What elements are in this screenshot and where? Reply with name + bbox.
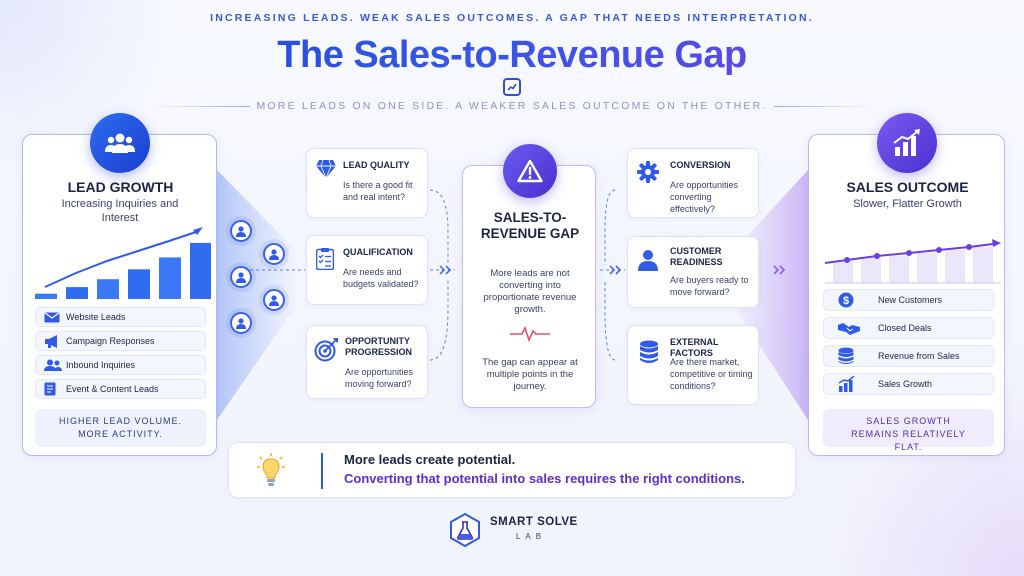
target-icon: [314, 338, 338, 367]
card-title: CONVERSION: [670, 160, 731, 170]
source-website-leads: Website Leads: [35, 307, 206, 327]
outcome-label: Closed Deals: [878, 323, 932, 333]
opportunity-progression-card: OPPORTUNITY PROGRESSION Are opportunitie…: [306, 325, 428, 399]
handshake-icon: [838, 321, 878, 335]
lead-growth-panel: LEAD GROWTH Increasing Inquiries and Int…: [22, 113, 217, 456]
document-icon: [44, 382, 66, 396]
source-label: Inbound Inquiries: [66, 360, 136, 370]
source-label: Event & Content Leads: [66, 384, 159, 394]
outcome-sales-growth: Sales Growth: [823, 373, 994, 395]
card-text: Are needs and budgets validated?: [343, 267, 419, 289]
gear-icon: [637, 161, 659, 188]
card-title: LEAD QUALITY: [343, 160, 410, 170]
checklist-icon: [315, 248, 335, 275]
dollar-icon: $: [838, 292, 878, 308]
mail-icon: [44, 312, 66, 323]
card-text: Are there market, competitive or timing …: [670, 357, 753, 391]
users-icon: [90, 113, 150, 173]
card-title: QUALIFICATION: [343, 247, 413, 257]
tagline: INCREASING LEADS. WEAK SALES OUTCOMES. A…: [210, 12, 814, 24]
diamond-icon: [315, 159, 337, 184]
source-event-content-leads: Event & Content Leads: [35, 379, 206, 399]
lead-bar: [66, 287, 88, 299]
lead-quality-card: LEAD QUALITY Is there a good fit and rea…: [306, 148, 428, 218]
lead-avatar: [263, 289, 285, 311]
gap-text-2: The gap can appear at multiple points in…: [482, 357, 578, 392]
lead-bar: [159, 257, 181, 299]
card-text: Are opportunities moving forward?: [345, 367, 414, 389]
card-text: Are buyers ready to move forward?: [670, 275, 749, 297]
lead-bar: [97, 279, 119, 299]
gap-title: SALES-TO-REVENUE GAP: [480, 210, 580, 241]
card-text: Is there a good fit and real intent?: [343, 180, 413, 202]
subtitle-line-left: [150, 106, 250, 107]
warning-icon: [503, 144, 557, 198]
page-title: The Sales-to-Revenue Gap: [0, 34, 1024, 77]
brand-sub: LAB: [515, 532, 547, 541]
card-title: OPPORTUNITY PROGRESSION: [345, 336, 413, 357]
brand-name: SMART SOLVE: [490, 516, 578, 528]
lead-bar: [35, 293, 57, 299]
lead-growth-bar-chart: [35, 227, 211, 299]
source-campaign-responses: Campaign Responses: [35, 331, 206, 351]
source-inbound-inquiries: Inbound Inquiries: [35, 355, 206, 375]
insight-line-2: Converting that potential into sales req…: [344, 471, 745, 486]
pulse-icon: [510, 326, 550, 342]
lead-source-list: Website Leads Campaign Responses Inbound…: [35, 307, 206, 399]
sales-outcome-description: Slower, Flatter Growth: [853, 198, 962, 210]
key-insight-box: More leads create potential. Converting …: [228, 442, 796, 498]
sales-revenue-gap-card: SALES-TO-REVENUE GAP More leads are not …: [462, 144, 596, 408]
lead-growth-footer: HIGHER LEAD VOLUME. MORE ACTIVITY.: [35, 409, 206, 447]
lead-bar: [190, 242, 211, 299]
subtitle: MORE LEADS ON ONE SIDE. A WEAKER SALES O…: [256, 100, 768, 112]
lead-avatar: [230, 266, 252, 288]
growth-chart-icon: [838, 376, 878, 392]
flask-icon: [448, 512, 482, 548]
outcome-closed-deals: Closed Deals: [823, 317, 994, 339]
sales-outcome-footer: SALES GROWTH REMAINS RELATIVELY FLAT.: [823, 409, 994, 452]
card-text: Are opportunities converting effectively…: [670, 180, 739, 214]
sales-outcome-panel: SALES OUTCOME Slower, Flatter Growth $ Ne…: [808, 113, 1005, 456]
outcome-label: Revenue from Sales: [878, 351, 960, 361]
sales-outcome-chart: [824, 239, 1001, 284]
database-icon: [639, 340, 659, 369]
gap-text-1: More leads are not converting into propo…: [483, 268, 577, 315]
conversion-card: CONVERSION Are opportunities converting …: [627, 148, 759, 218]
source-label: Campaign Responses: [66, 336, 155, 346]
sales-outcome-list: $ New Customers Closed Deals Revenue from…: [823, 289, 994, 395]
card-title: CUSTOMER READINESS: [670, 246, 723, 267]
lead-avatar: [263, 243, 285, 265]
insight-line-1: More leads create potential.: [344, 452, 516, 467]
lead-avatar: [230, 220, 252, 242]
sales-outcome-title: SALES OUTCOME: [846, 179, 969, 195]
megaphone-icon: [44, 334, 66, 348]
divider: [321, 453, 323, 489]
lead-growth-title: LEAD GROWTH: [67, 179, 174, 195]
outcome-new-customers: $ New Customers: [823, 289, 994, 311]
people-icon: [44, 359, 66, 371]
lead-bar: [128, 269, 150, 299]
lightbulb-icon: [257, 453, 285, 494]
qualification-card: QUALIFICATION Are needs and budgets vali…: [306, 235, 428, 305]
card-title: EXTERNAL FACTORS: [670, 337, 719, 358]
outcome-revenue-from-sales: Revenue from Sales: [823, 345, 994, 367]
lead-growth-description: Increasing Inquiries and Interest: [61, 198, 179, 224]
coins-icon: [838, 347, 878, 365]
source-label: Website Leads: [66, 312, 126, 322]
external-factors-card: EXTERNAL FACTORS Are there market, compe…: [627, 325, 759, 405]
chart-badge-icon: [503, 78, 521, 96]
outcome-label: Sales Growth: [878, 379, 933, 389]
outcome-label: New Customers: [878, 295, 943, 305]
bar-growth-icon: [877, 113, 937, 173]
person-icon: [638, 249, 658, 276]
customer-readiness-card: CUSTOMER READINESS Are buyers ready to m…: [627, 236, 759, 308]
svg-text:$: $: [843, 295, 849, 307]
lead-avatar: [230, 312, 252, 334]
